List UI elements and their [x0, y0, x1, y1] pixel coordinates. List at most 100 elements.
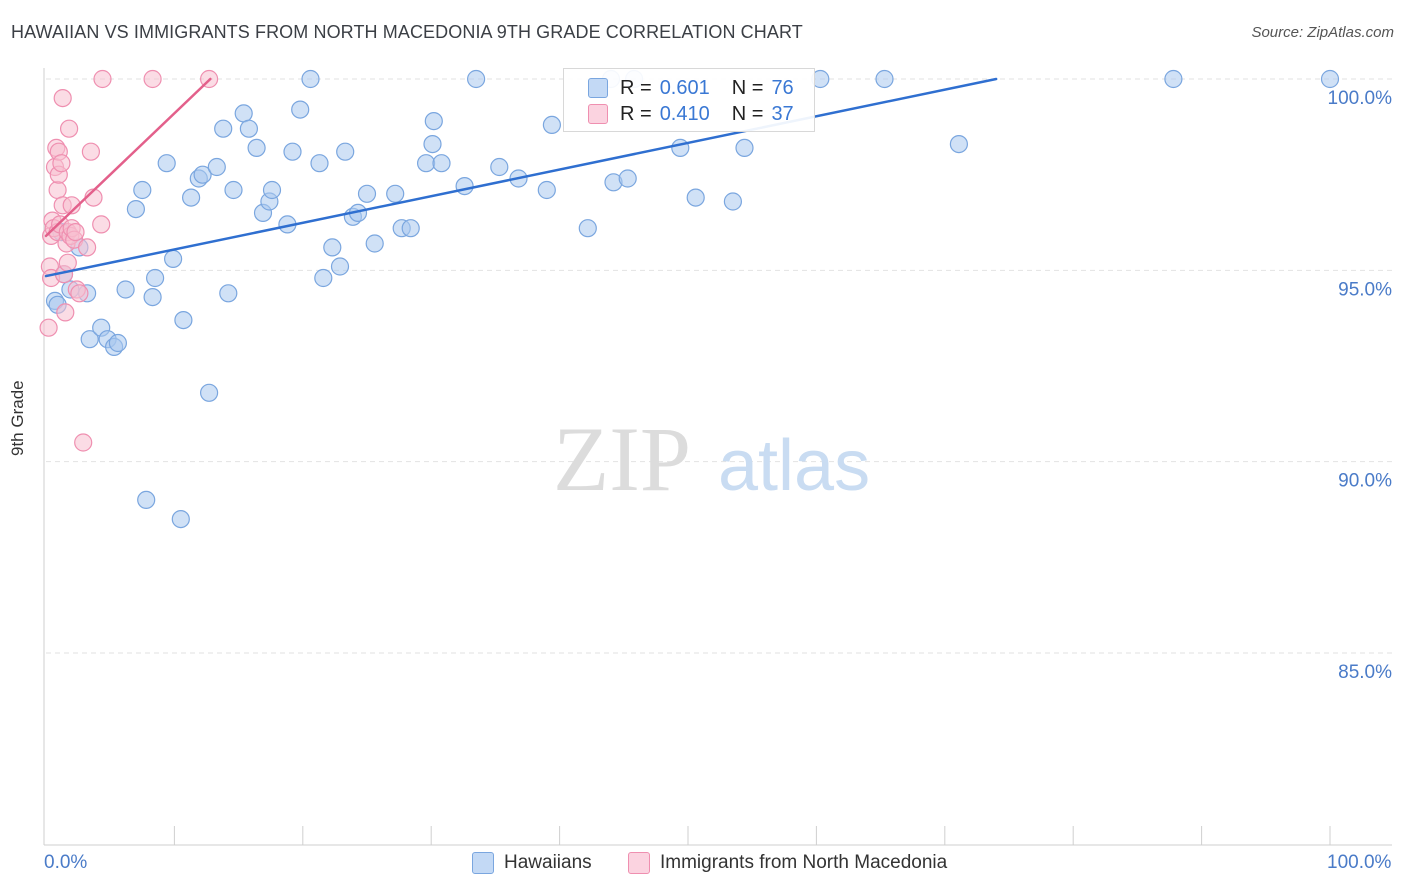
legend-row-hawaiians: R = 0.601 N = 76: [588, 76, 794, 100]
series-legend-north-macedonia[interactable]: Immigrants from North Macedonia: [628, 852, 947, 874]
hawaiians-point: [735, 138, 754, 157]
hawaiians-point: [323, 238, 342, 257]
legend-n-label: N =: [731, 102, 764, 125]
legend-r-value: 0.410: [659, 102, 710, 125]
y-tick-label: 85.0%: [1338, 662, 1392, 683]
hawaiians-point: [723, 192, 743, 211]
north-macedonia-point: [143, 69, 162, 89]
series-legend-swatch-hawaiians: [472, 852, 494, 874]
hawaiians-point: [224, 180, 243, 200]
watermark-atlas: atlas: [718, 426, 870, 506]
hawaiians-point: [207, 157, 226, 177]
hawaiians-point: [671, 138, 690, 157]
hawaiians-point: [336, 142, 355, 161]
hawaiians-point: [537, 180, 556, 200]
y-tick-label: 90.0%: [1338, 471, 1392, 492]
hawaiians-point: [949, 135, 969, 154]
hawaiians-point: [157, 154, 176, 173]
watermark-zip: ZIP: [553, 408, 691, 510]
hawaiians-point: [164, 249, 183, 268]
hawaiians-point: [301, 69, 320, 89]
legend-r-value: 0.601: [659, 76, 710, 99]
north-macedonia-point: [39, 318, 58, 337]
stats-legend: R = 0.601 N = 76 R = 0.410 N = 37: [563, 68, 815, 132]
legend-n-value: 37: [771, 102, 794, 125]
hawaiians-point: [386, 184, 405, 203]
hawaiians-point: [174, 311, 193, 330]
trend-lines: [44, 77, 998, 278]
north-macedonia-point: [81, 142, 101, 161]
north-macedonia-point: [66, 223, 85, 242]
hawaiians-point: [357, 184, 377, 203]
hawaiians-point: [490, 157, 509, 177]
north-macedonia-point: [56, 303, 75, 322]
y-tick-labels: 100.0% 95.0% 90.0% 85.0%: [1328, 88, 1393, 683]
hawaiians-point: [310, 154, 329, 173]
north-macedonia-point: [58, 253, 77, 272]
hawaiians-point: [291, 100, 310, 119]
north-macedonia-point: [53, 88, 72, 108]
hawaiians-point: [314, 268, 333, 288]
hawaiians-point: [137, 490, 156, 509]
north-macedonia-point: [92, 215, 111, 234]
x-tick-label-min: 0.0%: [44, 852, 88, 873]
north-macedonia-point: [48, 180, 67, 200]
hawaiians-point: [424, 111, 443, 131]
x-tick-label-max: 100.0%: [1327, 852, 1392, 873]
hawaiians-point: [146, 268, 165, 288]
y-axis-label: 9th Grade: [8, 380, 27, 456]
hawaiians-point: [542, 115, 562, 135]
hawaiians-point: [432, 154, 451, 173]
y-tick-label: 100.0%: [1328, 88, 1393, 109]
hawaiians-point: [133, 180, 152, 200]
hawaiians-point: [578, 219, 597, 238]
hawaiians-point: [219, 284, 238, 303]
hawaiians-point: [214, 119, 233, 138]
north-macedonia-point: [52, 154, 71, 173]
hawaiians-point: [247, 138, 266, 157]
hawaiians-point: [126, 200, 145, 219]
y-tick-label: 95.0%: [1338, 279, 1392, 300]
hawaiians-point: [455, 177, 474, 196]
hawaiians-point: [423, 135, 442, 154]
axes: [43, 68, 1392, 846]
hawaiians-point: [239, 119, 258, 138]
hawaiians-point: [1164, 69, 1183, 89]
hawaiians-point: [182, 188, 201, 207]
series-legend-hawaiians[interactable]: Hawaiians: [472, 852, 592, 874]
legend-swatch-hawaiians: [588, 78, 608, 98]
hawaiians-point: [618, 169, 637, 188]
hawaiians-point: [1320, 69, 1340, 89]
north-macedonia-point: [62, 196, 81, 215]
hawaiians-point: [417, 154, 436, 173]
series-legend: Hawaiians Immigrants from North Macedoni…: [0, 852, 1406, 878]
north-macedonia-point: [59, 119, 79, 138]
hawaiians-trend-line: [44, 77, 998, 278]
hawaiians-point: [262, 180, 282, 200]
gridlines: [46, 78, 1392, 654]
hawaiians-point: [143, 288, 162, 307]
north-macedonia-point: [77, 238, 97, 257]
legend-swatch-north-macedonia: [588, 104, 608, 124]
hawaiians-point: [401, 219, 420, 238]
north-macedonia-point: [74, 433, 93, 452]
hawaiians-point: [875, 69, 894, 89]
hawaiians-point: [200, 383, 219, 402]
chart-title: HAWAIIAN VS IMMIGRANTS FROM NORTH MACEDO…: [11, 22, 803, 42]
hawaiians-point: [116, 280, 135, 299]
north-macedonia-trend-line: [44, 77, 212, 238]
legend-r-label: R =: [620, 102, 652, 125]
hawaiians-point: [193, 165, 212, 184]
legend-row-north-macedonia: R = 0.410 N = 37: [588, 102, 794, 126]
hawaiians-point: [171, 509, 190, 529]
hawaiians-point: [234, 104, 253, 123]
watermark: ZIP atlas: [553, 408, 870, 510]
series-legend-swatch-north-macedonia: [628, 852, 650, 874]
legend-r-label: R =: [620, 76, 652, 99]
north-macedonia-point: [70, 284, 89, 303]
legend-n-value: 76: [771, 76, 794, 99]
hawaiians-point: [80, 330, 99, 349]
hawaiians-point: [330, 257, 350, 276]
hawaiians-point: [283, 142, 302, 161]
